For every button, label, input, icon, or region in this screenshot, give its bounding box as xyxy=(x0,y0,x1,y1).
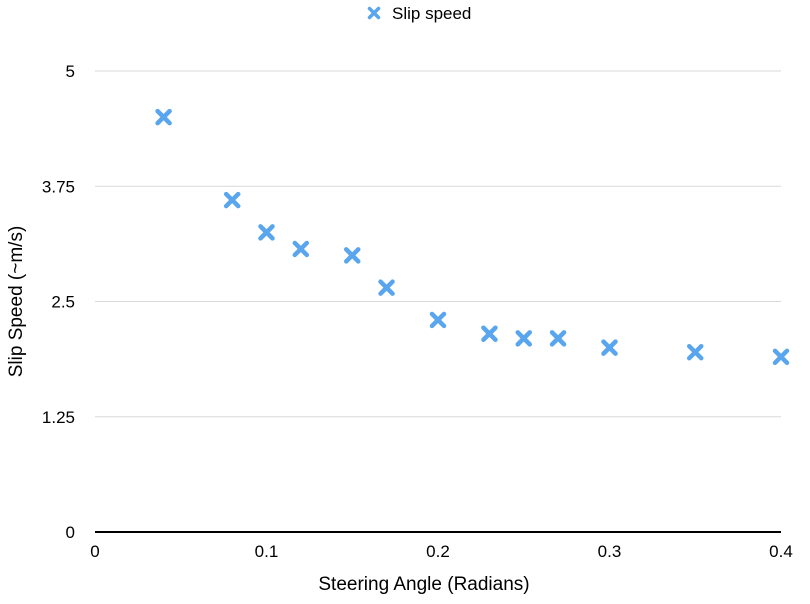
data-points xyxy=(155,108,790,366)
data-point xyxy=(378,279,395,296)
data-point xyxy=(223,191,241,209)
y-tick-label: 1.25 xyxy=(42,408,75,427)
x-tick-label: 0.3 xyxy=(598,542,622,561)
data-point xyxy=(155,108,172,126)
legend: Slip speed xyxy=(367,4,471,23)
data-point xyxy=(344,247,361,264)
y-tick-label: 0 xyxy=(66,523,75,542)
legend-label: Slip speed xyxy=(392,4,471,23)
data-point xyxy=(515,330,532,347)
data-point xyxy=(429,311,447,329)
legend-cross xyxy=(367,6,381,20)
data-point xyxy=(292,240,310,258)
data-point xyxy=(601,339,618,356)
x-tick-label: 0.1 xyxy=(255,542,279,561)
y-tick-label: 3.75 xyxy=(42,177,75,196)
y-axis-ticks: 0 1.25 2.5 3.75 5 xyxy=(42,62,75,542)
data-point xyxy=(687,343,704,361)
data-point xyxy=(258,224,275,241)
x-tick-label: 0.4 xyxy=(769,542,793,561)
y-tick-label: 5 xyxy=(66,62,75,81)
x-tick-label: 0 xyxy=(90,542,99,561)
data-point xyxy=(772,348,790,366)
data-point xyxy=(481,325,498,343)
gridlines xyxy=(95,70,781,418)
x-axis-title: Steering Angle (Radians) xyxy=(318,574,529,595)
data-point xyxy=(549,330,567,347)
x-tick-label: 0.2 xyxy=(426,542,450,561)
y-axis-title: Slip Speed (~m/s) xyxy=(6,226,27,378)
y-tick-label: 2.5 xyxy=(51,293,75,312)
legend-marker-icon xyxy=(367,6,381,20)
x-axis-ticks: 0 0.1 0.2 0.3 0.4 xyxy=(90,542,793,561)
